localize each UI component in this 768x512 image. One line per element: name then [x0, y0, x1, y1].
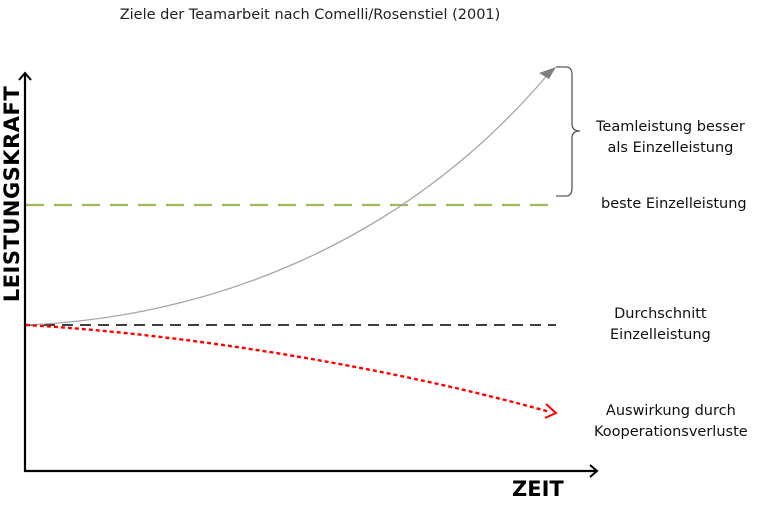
- y-axis-arrow-icon: [18, 71, 32, 81]
- loss-curve-arrowhead-icon: [544, 403, 558, 419]
- team-better-label: Teamleistung besser als Einzelleistung: [596, 117, 745, 159]
- loss-label-line1: Auswirkung durch: [605, 403, 736, 419]
- team-better-label-line2: als Einzelleistung: [607, 140, 734, 156]
- cooperation-loss-curve: [25, 323, 551, 414]
- x-axis-label: ZEIT: [512, 477, 564, 501]
- average-label-line1: Durchschnitt: [614, 306, 707, 322]
- diagram-title: Ziele der Teamarbeit nach Comelli/Rosens…: [119, 7, 501, 23]
- team-better-label-line1: Teamleistung besser: [596, 119, 745, 135]
- loss-label-line2: Kooperationsverluste: [594, 424, 748, 440]
- best-individual-label: beste Einzelleistung: [601, 196, 747, 212]
- average-individual-label: Durchschnitt Einzelleistung: [610, 304, 711, 346]
- y-axis-label: LEISTUNGSKRAFT: [0, 85, 24, 303]
- brace-icon: [556, 66, 581, 197]
- team-performance-curve: [25, 71, 551, 326]
- x-axis-arrow-icon: [589, 464, 599, 478]
- team-curve-arrowhead-icon: [539, 67, 556, 79]
- cooperation-loss-label: Auswirkung durch Kooperationsverluste: [594, 401, 748, 443]
- average-label-line2: Einzelleistung: [610, 327, 711, 343]
